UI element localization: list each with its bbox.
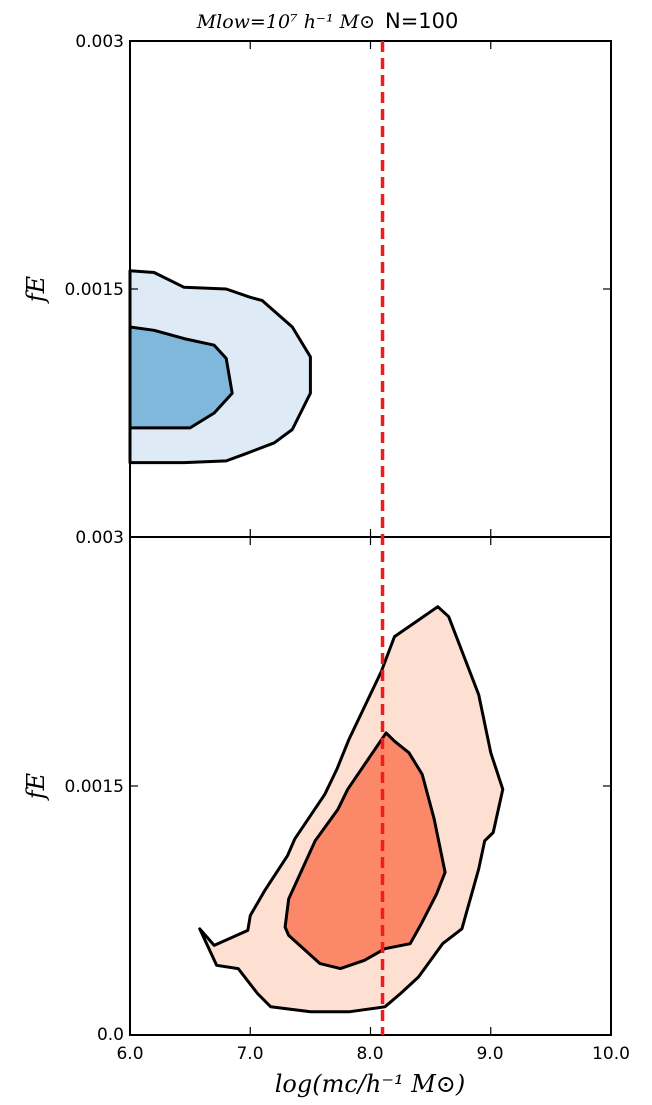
top-ylabel: fE [22, 275, 50, 304]
x-tick-labels: 6.0 7.0 8.0 9.0 10.0 [116, 1044, 629, 1064]
bottom-ytick-label-0: 0.003 [75, 528, 124, 548]
top-ytick-label-0: 0.003 [75, 32, 124, 52]
title-math: Mlow=10⁷ h⁻¹ M⊙ [196, 11, 375, 33]
top-contours [128, 269, 312, 465]
bottom-panel: 0.003 0.0015 0.0 fE [22, 528, 612, 1045]
chart-title: Mlow=10⁷ h⁻¹ M⊙ N=100 [196, 9, 459, 33]
x-axis-label: log(mc/h⁻¹ M⊙) [275, 1070, 466, 1098]
bottom-ytick-label-1: 0.0015 [65, 777, 124, 797]
xtick-label-1: 7.0 [236, 1044, 263, 1064]
top-inner-contour [128, 325, 234, 430]
bottom-ylabel: fE [22, 772, 50, 801]
bottom-contours [198, 605, 505, 1014]
bottom-panel-frame [129, 536, 612, 1036]
bottom-ytick-label-2: 0.0 [97, 1025, 124, 1045]
top-ytick-label-1: 0.0015 [65, 280, 124, 300]
xtick-label-3: 9.0 [476, 1044, 503, 1064]
title-text: N=100 [385, 9, 458, 33]
top-panel: 0.003 0.0015 fE [22, 32, 612, 538]
xtick-label-4: 10.0 [592, 1044, 630, 1064]
xtick-label-0: 6.0 [116, 1044, 143, 1064]
bottom-inner-contour [283, 731, 447, 971]
xtick-label-2: 8.0 [356, 1044, 383, 1064]
